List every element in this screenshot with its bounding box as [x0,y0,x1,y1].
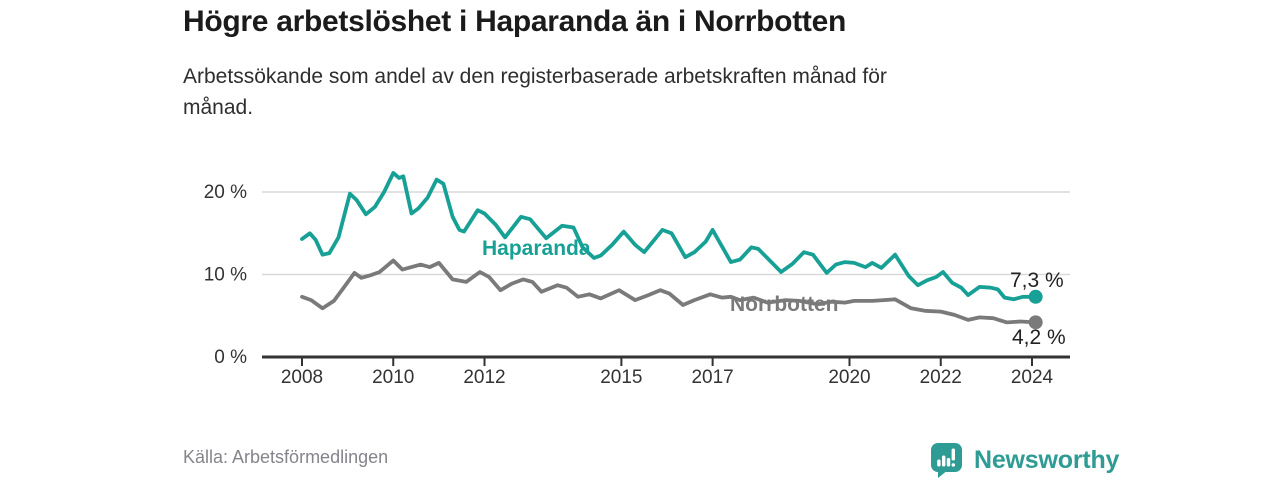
newsworthy-logo-icon [931,442,962,478]
x-tick-label-2015: 2015 [600,367,642,388]
x-tick-label-2022: 2022 [920,367,962,388]
source-note: Källa: Arbetsförmedlingen [183,447,389,467]
x-tick-label-2020: 2020 [828,367,870,388]
x-tick-label-2008: 2008 [281,367,323,388]
y-tick-label-10: 10 % [204,265,247,286]
norrbotten-end-value: 4,2 % [1012,326,1066,349]
norrbotten-line [300,258,1038,325]
newsworthy-logo: Newsworthy [930,442,1119,478]
chart-title: Högre arbetslöshet i Haparanda än i Norr… [183,5,846,38]
x-tick-label-2024: 2024 [1011,367,1054,388]
haparanda-line [300,171,1038,302]
x-tick-label-2012: 2012 [463,367,505,388]
norrbotten-end-dot [1028,315,1043,330]
y-tick-label-20: 20 % [204,182,247,203]
chart-subtitle: Arbetssökande som andel av den registerb… [183,65,887,119]
y-tick-label-0: 0 % [214,347,247,368]
x-tick-label-2017: 2017 [691,367,733,388]
haparanda-end-dot [1028,289,1043,304]
norrbotten-series-label: Norrbotten [730,293,839,316]
haparanda-series-label: Haparanda [482,237,591,260]
x-tick-label-2010: 2010 [372,367,414,388]
haparanda-end-value: 7,3 % [1010,269,1064,292]
newsworthy-logo-text: Newsworthy [974,445,1120,474]
